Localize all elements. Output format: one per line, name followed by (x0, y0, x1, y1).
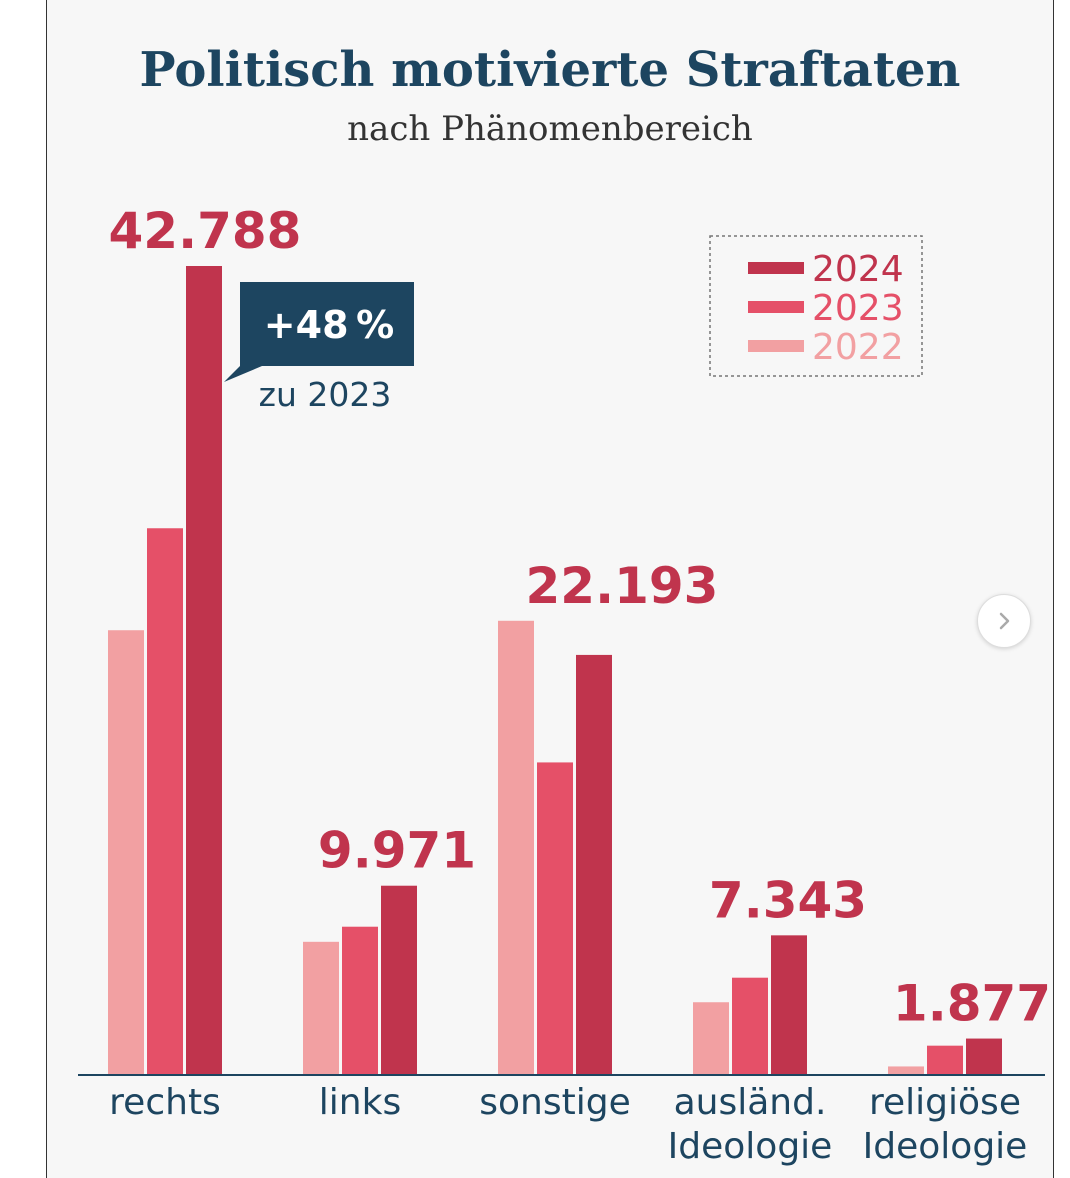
chevron-right-icon (999, 612, 1010, 630)
chart-subtitle: nach Phänomenbereich (347, 109, 753, 149)
next-slide-button[interactable] (977, 594, 1031, 648)
bar-2023-2 (537, 762, 573, 1074)
annotation-subtext: zu 2023 (259, 375, 392, 414)
value-label: 22.193 (526, 557, 719, 615)
value-labels-group: 42.788 9.971 22.193 7.343 1.877 (109, 202, 1052, 1033)
annotation-box (240, 282, 414, 366)
legend-swatch-2023 (748, 301, 804, 313)
value-label: 42.788 (109, 202, 302, 260)
category-label: religiöse (869, 1082, 1021, 1123)
annotation-pointer (224, 366, 262, 382)
annotation-text: +48 % (264, 303, 394, 347)
value-label: 9.971 (318, 822, 476, 880)
bar-2024-4 (966, 1038, 1002, 1074)
category-label: Ideologie (863, 1126, 1028, 1167)
legend-swatch-2024 (748, 262, 804, 274)
bar-2022-2 (498, 620, 534, 1074)
category-label: rechts (109, 1082, 221, 1123)
bars-group (108, 266, 1002, 1074)
category-label: sonstige (479, 1082, 630, 1123)
bar-2023-4 (927, 1045, 963, 1074)
bar-2024-3 (771, 935, 807, 1074)
value-label: 7.343 (709, 871, 867, 929)
bar-2022-4 (888, 1066, 924, 1074)
bar-2022-3 (693, 1002, 729, 1074)
legend-box (709, 235, 923, 377)
bar-2022-1 (303, 941, 339, 1074)
legend-label-2022: 2022 (812, 327, 904, 368)
category-labels-group: rechts links sonstige ausländ.Ideologiereli… (109, 1082, 1027, 1167)
annotation-callout: +48 % zu 2023 (224, 282, 414, 414)
value-label: 1.877 (893, 975, 1051, 1033)
category-label: Ideologie (668, 1126, 833, 1167)
category-label: ausländ. (674, 1082, 827, 1123)
category-label: links (319, 1082, 401, 1123)
legend-label-2023: 2023 (812, 288, 904, 329)
chart-title: Politisch motivierte Straftaten (140, 42, 961, 98)
bar-2024-0 (186, 266, 222, 1074)
bar-2023-1 (342, 926, 378, 1074)
bar-2024-1 (381, 885, 417, 1074)
legend-swatch-2022 (748, 340, 804, 352)
bar-2022-0 (108, 630, 144, 1074)
bar-2023-0 (147, 528, 183, 1074)
bar-2024-2 (576, 654, 612, 1074)
bar-2023-3 (732, 977, 768, 1074)
legend-label-2024: 2024 (812, 249, 904, 290)
